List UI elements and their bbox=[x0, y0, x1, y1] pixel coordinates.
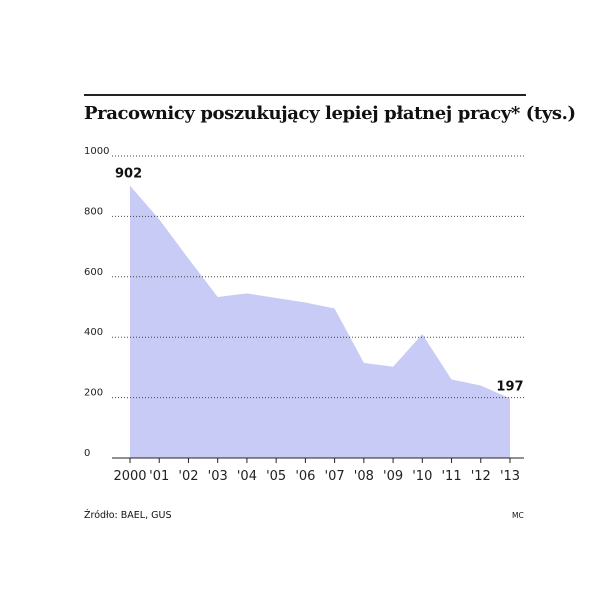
top-rule bbox=[84, 94, 526, 96]
x-tick-label: '07 bbox=[325, 469, 345, 484]
x-tick-label: '02 bbox=[178, 469, 198, 484]
area-fill bbox=[130, 185, 510, 458]
data-label: 197 bbox=[496, 380, 523, 395]
y-tick-label: 400 bbox=[84, 327, 103, 338]
x-tick-label: 2000 bbox=[113, 469, 146, 484]
y-tick-label: 1000 bbox=[84, 146, 109, 157]
y-tick-label: 800 bbox=[84, 206, 103, 217]
y-tick-label: 600 bbox=[84, 267, 103, 278]
x-tick-label: '01 bbox=[149, 469, 169, 484]
x-tick-label: '11 bbox=[441, 469, 461, 484]
x-tick-label: '10 bbox=[412, 469, 432, 484]
x-tick-label: '06 bbox=[295, 469, 315, 484]
author-credit: MC bbox=[512, 511, 524, 520]
x-tick-label: '03 bbox=[208, 469, 228, 484]
x-tick-label: '09 bbox=[383, 469, 403, 484]
y-tick-label: 0 bbox=[84, 448, 90, 459]
x-tick-label: '12 bbox=[471, 469, 491, 484]
source-note: Źródło: BAEL, GUS bbox=[84, 510, 172, 521]
x-tick-label: '08 bbox=[354, 469, 374, 484]
x-tick-label: '04 bbox=[237, 469, 257, 484]
y-tick-label: 200 bbox=[84, 388, 103, 399]
x-tick-label: '13 bbox=[500, 469, 520, 484]
chart-title: Pracownicy poszukujący lepiej płatnej pr… bbox=[84, 103, 576, 124]
x-tick-label: '05 bbox=[266, 469, 286, 484]
data-label: 902 bbox=[115, 167, 142, 182]
